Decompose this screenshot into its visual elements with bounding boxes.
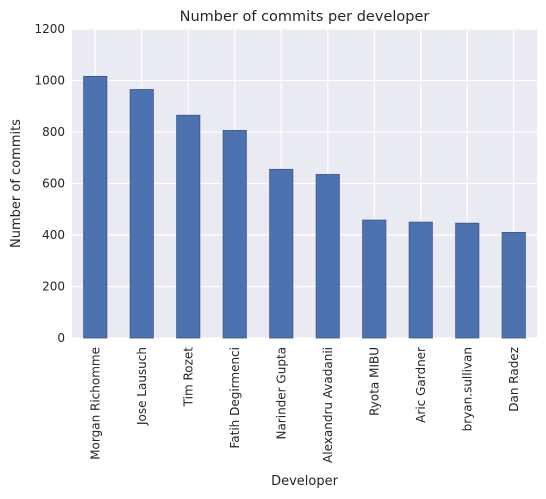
bar (83, 75, 108, 339)
bar (269, 168, 294, 339)
bar (362, 219, 387, 339)
y-tick-labels: 0 200 400 600 800 1000 1200 (34, 22, 65, 345)
x-tick-label: Aric Gardner (414, 347, 428, 423)
x-tick-label: Jose Lausuch (135, 347, 149, 426)
y-tick-label: 600 (42, 177, 65, 191)
x-tick-label: Alexandru Avadanii (321, 347, 335, 463)
chart-title: Number of commits per developer (180, 9, 430, 25)
bars (83, 75, 526, 339)
x-tick-label: Dan Radez (507, 347, 521, 412)
bar (222, 130, 247, 339)
x-axis-label: Developer (271, 474, 339, 489)
y-tick-label: 400 (42, 228, 65, 242)
y-axis-label: Number of commits (9, 119, 24, 248)
x-tick-label: Morgan Richomme (88, 347, 102, 460)
x-tick-label: bryan.sullivan (460, 347, 474, 431)
y-tick-label: 200 (42, 280, 65, 294)
bar (501, 232, 526, 339)
bar (408, 221, 433, 339)
bar (176, 114, 201, 339)
x-tick-label: Fatih Degirmenci (228, 347, 242, 449)
y-tick-label: 0 (57, 331, 65, 345)
bar (455, 222, 480, 339)
x-tick-label: Tim Rozet (181, 347, 195, 408)
y-tick-label: 1000 (34, 74, 65, 88)
bar (315, 174, 340, 339)
x-tick-label: Ryota MIBU (367, 347, 381, 416)
x-tick-label: Narinder Gupta (274, 347, 288, 440)
y-tick-label: 800 (42, 125, 65, 139)
y-tick-label: 1200 (34, 22, 65, 36)
x-tick-labels: Morgan Richomme Jose Lausuch Tim Rozet Fati… (88, 347, 521, 463)
bar (129, 89, 154, 339)
